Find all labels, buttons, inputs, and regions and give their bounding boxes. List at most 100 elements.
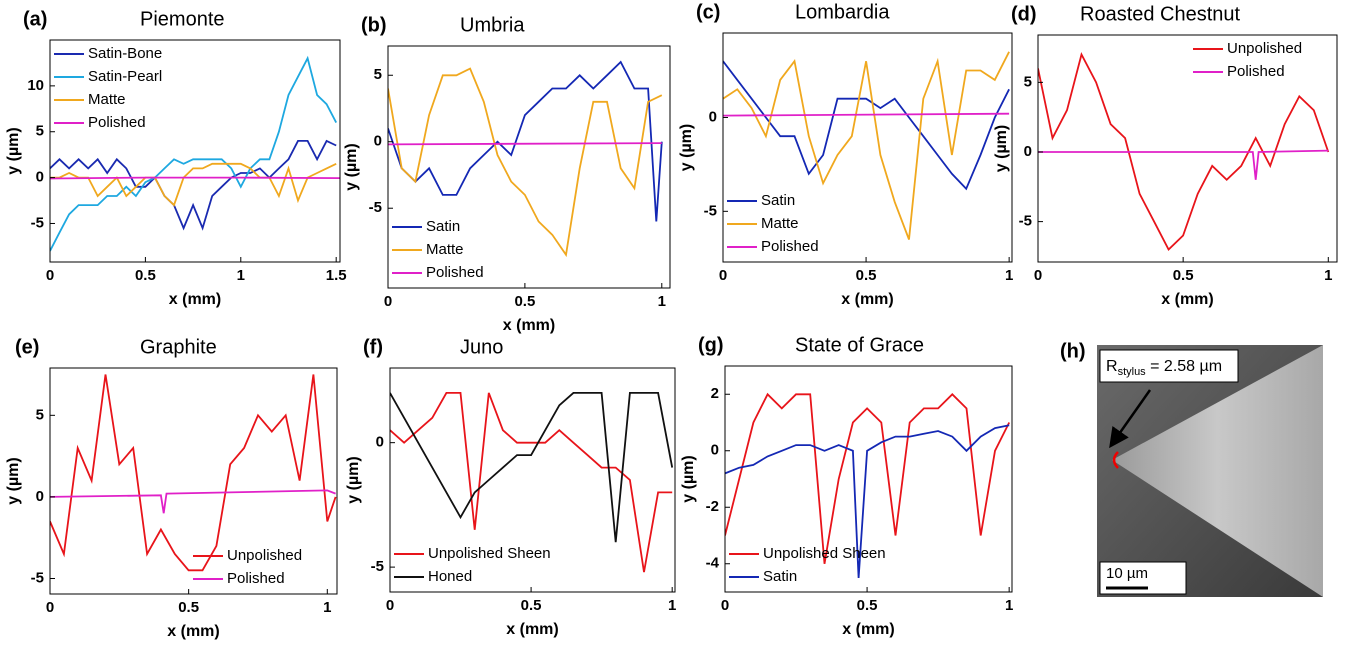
plot-area <box>50 40 340 262</box>
series-line <box>1038 149 1329 180</box>
y-axis-label: y (µm) <box>343 143 360 190</box>
scale-label: 10 µm <box>1106 565 1148 582</box>
x-tick-label: 0 <box>46 599 54 616</box>
tip-radius <box>1112 451 1119 469</box>
y-axis-label: y (µm) <box>993 125 1010 172</box>
panel-label: (e) <box>15 336 39 358</box>
series-line <box>390 392 674 543</box>
y-tick-label: -5 <box>369 199 382 216</box>
series-line <box>50 162 337 207</box>
y-axis-label: y (µm) <box>5 457 22 504</box>
panel-label: (h) <box>1060 340 1086 362</box>
x-axis-label: x (mm) <box>503 317 555 334</box>
x-tick-label: 0 <box>721 597 729 614</box>
y-tick-label: 5 <box>36 123 44 140</box>
x-tick-label: 1 <box>668 597 676 614</box>
x-tick-label: 0.5 <box>857 597 878 614</box>
x-tick-label: 0.5 <box>521 597 542 614</box>
series-line <box>725 392 1011 564</box>
y-tick-label: 5 <box>36 406 44 423</box>
y-tick-label: 10 <box>27 77 44 94</box>
x-tick-label: 1 <box>1324 267 1332 284</box>
plot-frame <box>1037 34 1338 263</box>
y-tick-label: 0 <box>374 133 382 150</box>
annotation-sub: stylus <box>1118 366 1147 378</box>
y-tick-label: -5 <box>31 569 44 586</box>
x-tick-label: 1 <box>1005 267 1013 284</box>
plot-frame <box>387 45 671 289</box>
series-line <box>50 176 340 180</box>
chart-title: State of Grace <box>795 334 924 356</box>
stylus-cone <box>1112 345 1323 597</box>
image-panel: (h) Rstylus = 2.58 µm 10 µm <box>1060 340 1323 597</box>
series-line <box>723 51 1010 240</box>
y-axis-label: y (µm) <box>680 455 697 502</box>
chart-title: Lombardia <box>795 1 890 23</box>
legend-label: Satin <box>763 568 797 585</box>
legend-label: Polished <box>227 570 285 587</box>
legend-label: Satin <box>426 218 460 235</box>
y-axis-label: y (µm) <box>345 456 362 503</box>
y-axis-label: y (µm) <box>5 127 22 174</box>
x-tick-label: 0 <box>386 597 394 614</box>
x-tick-label: 0 <box>384 293 392 310</box>
series-line <box>50 489 336 514</box>
panel-label: (g) <box>698 334 724 356</box>
x-tick-label: 0 <box>719 267 727 284</box>
x-tick-label: 1 <box>1005 597 1013 614</box>
y-tick-label: -5 <box>1019 213 1032 230</box>
x-axis-label: x (mm) <box>169 291 221 308</box>
plot-frame <box>722 32 1013 263</box>
plot-area <box>1038 35 1337 262</box>
y-tick-label: -5 <box>371 558 384 575</box>
x-tick-label: 0.5 <box>856 267 877 284</box>
series-line <box>388 67 663 258</box>
chart-title: Umbria <box>460 14 525 36</box>
x-tick-label: 0 <box>1034 267 1042 284</box>
y-tick-label: -5 <box>704 202 717 219</box>
x-tick-label: 1 <box>658 293 666 310</box>
chart-title: Juno <box>460 336 503 358</box>
arrow <box>1109 389 1152 449</box>
legend-label: Unpolished <box>1227 40 1302 57</box>
legend-label: Polished <box>426 264 484 281</box>
plot-area <box>725 366 1012 592</box>
x-tick-label: 0.5 <box>135 267 156 284</box>
panel-label: (f) <box>363 336 383 358</box>
plot-frame <box>49 39 341 263</box>
x-tick-label: 1.5 <box>326 267 347 284</box>
legend-label: Unpolished Sheen <box>428 545 551 562</box>
x-tick-label: 1 <box>323 599 331 616</box>
panel-label: (d) <box>1011 3 1037 25</box>
legend-label: Unpolished Sheen <box>763 545 886 562</box>
x-tick-label: 0.5 <box>178 599 199 616</box>
annotation-box <box>1099 349 1239 383</box>
series-line <box>50 374 337 572</box>
x-tick-label: 0 <box>46 267 54 284</box>
x-tick-label: 0.5 <box>1173 267 1194 284</box>
y-tick-label: 2 <box>711 385 719 402</box>
series-line <box>50 139 337 231</box>
y-tick-label: 0 <box>36 488 44 505</box>
series-line <box>388 60 663 222</box>
chart-title: Piemonte <box>140 8 225 30</box>
x-axis-label: x (mm) <box>842 621 894 638</box>
plot-area <box>390 368 675 592</box>
x-axis-label: x (mm) <box>167 623 219 640</box>
legend-label: Polished <box>88 114 146 131</box>
chart-title: Graphite <box>140 336 217 358</box>
plot-frame <box>724 365 1013 593</box>
annotation: Rstylus = 2.58 µm <box>1106 358 1222 378</box>
x-axis-label: x (mm) <box>1161 291 1213 308</box>
y-tick-label: 0 <box>709 108 717 125</box>
y-tick-label: 0 <box>376 434 384 451</box>
annotation-value: = 2.58 µm <box>1146 358 1222 375</box>
series-line <box>723 112 1010 117</box>
legend-label: Matte <box>426 241 464 258</box>
x-axis-label: x (mm) <box>506 621 558 638</box>
y-tick-label: -4 <box>706 555 720 572</box>
legend-label: Polished <box>761 238 819 255</box>
panel-label: (a) <box>23 8 47 30</box>
plot-frame <box>49 367 338 595</box>
